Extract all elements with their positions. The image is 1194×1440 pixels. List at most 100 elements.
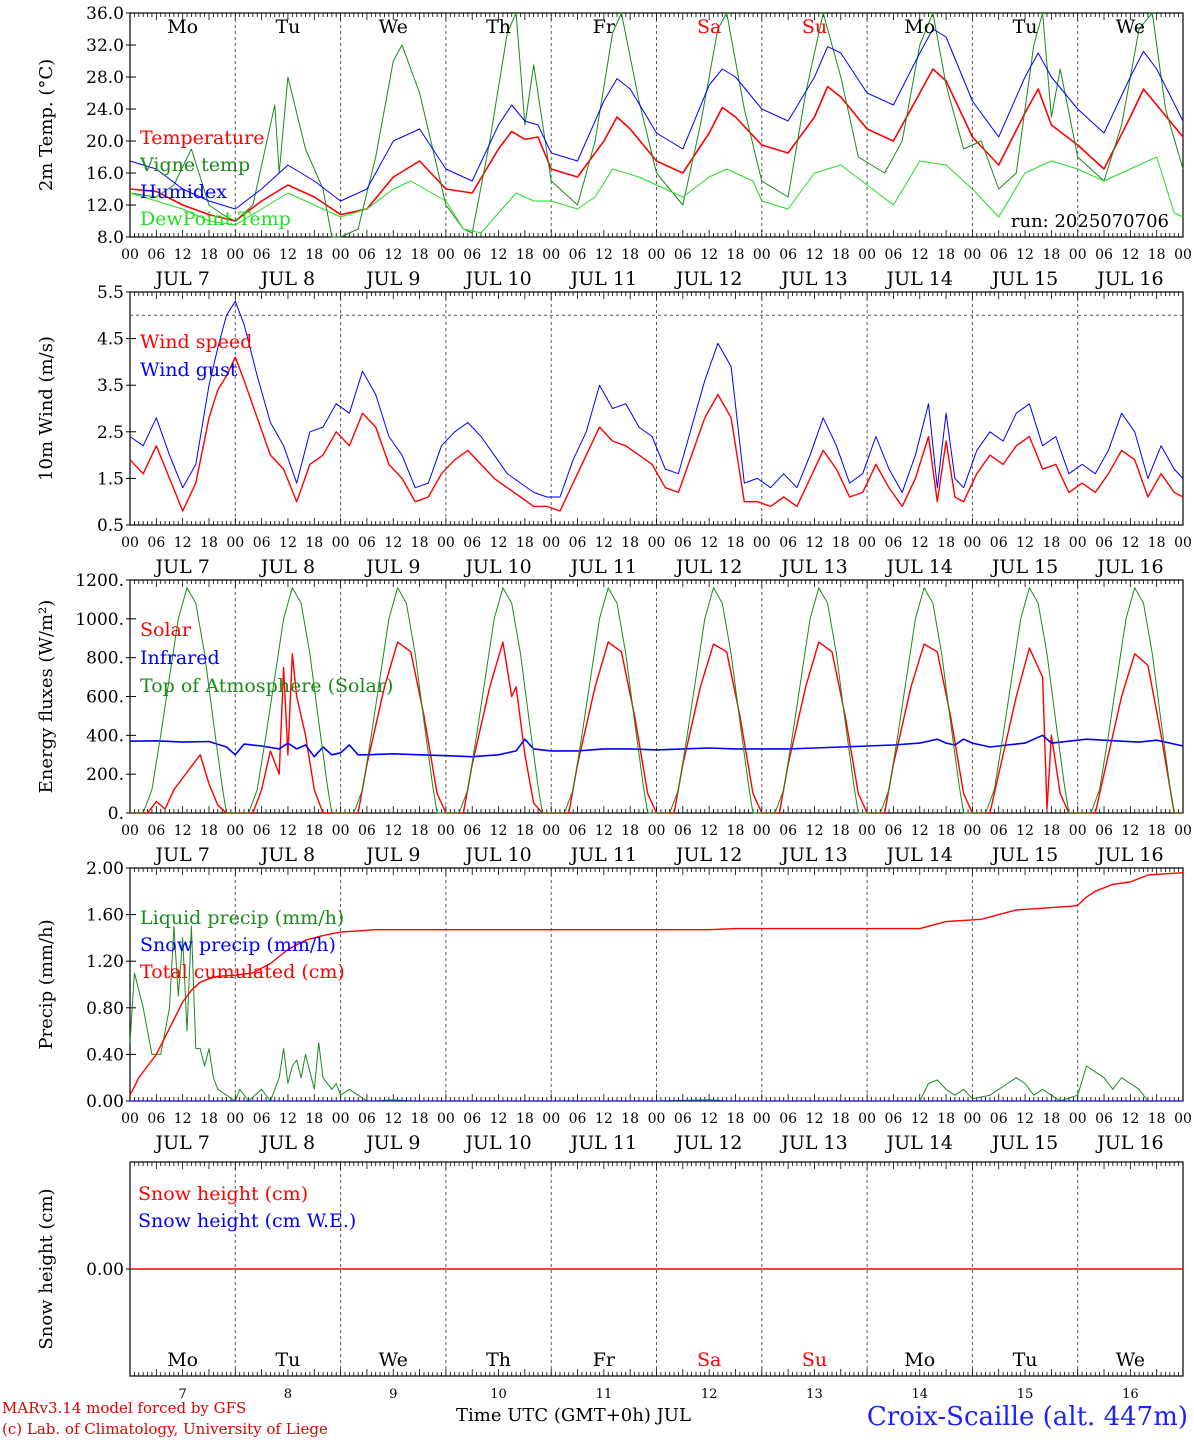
hour-tick-label: 18 — [305, 1111, 323, 1127]
hour-tick-label: 18 — [1148, 823, 1166, 839]
hour-tick-label: 06 — [463, 247, 481, 263]
hour-tick-label: 18 — [621, 247, 639, 263]
hour-tick-label: 06 — [569, 535, 587, 551]
day-name: Tu — [275, 1349, 300, 1371]
hour-tick-label: 00 — [121, 823, 139, 839]
hour-tick-label: 00 — [226, 247, 244, 263]
hour-tick-label: 06 — [358, 1111, 376, 1127]
day-number: 11 — [596, 1387, 613, 1402]
hour-tick-label: 00 — [437, 1111, 455, 1127]
day-name: Sa — [697, 1349, 721, 1371]
hour-tick-label: 00 — [437, 535, 455, 551]
series-solar — [130, 641, 1183, 814]
hour-tick-label: 06 — [358, 247, 376, 263]
y-tick-label: 200. — [86, 765, 124, 785]
series-humidex — [129, 28, 1184, 210]
date-label: JUL 14 — [885, 1132, 953, 1154]
date-label: JUL 8 — [259, 268, 315, 290]
hour-tick-label: 18 — [200, 247, 218, 263]
hour-tick-label: 18 — [411, 1111, 429, 1127]
date-label: JUL 14 — [885, 556, 953, 578]
panel-4: 0.00 0.40 0.80 1.20 1.60 2.00 Precip (mm/h) Liq… — [36, 859, 1192, 1154]
hour-tick-label: 06 — [147, 247, 165, 263]
run-label: run: 2025070706 — [1011, 211, 1169, 232]
date-label: JUL 15 — [990, 844, 1058, 866]
hour-tick-label: 18 — [305, 823, 323, 839]
y-tick-label: 16.0 — [86, 164, 124, 184]
hour-tick-label: 12 — [490, 535, 508, 551]
date-label: JUL 12 — [674, 556, 742, 578]
date-label: JUL 16 — [1095, 1132, 1163, 1154]
y-tick-label: 3.5 — [97, 376, 124, 396]
hour-tick-label: 06 — [358, 535, 376, 551]
hour-tick-label: 12 — [384, 823, 402, 839]
hour-tick-label: 18 — [1148, 247, 1166, 263]
hour-tick-label: 06 — [885, 247, 903, 263]
y-tick-label: 12.0 — [86, 196, 124, 216]
hour-tick-label: 00 — [542, 535, 560, 551]
date-label: JUL 15 — [990, 1132, 1058, 1154]
day-name: We — [379, 1349, 408, 1371]
hour-tick-label: 18 — [832, 823, 850, 839]
hour-tick-label: 00 — [332, 535, 350, 551]
hour-tick-label: 18 — [1042, 1111, 1060, 1127]
hour-tick-label: 00 — [648, 247, 666, 263]
day-name: We — [1116, 16, 1145, 38]
y-tick-label: 8.0 — [97, 228, 124, 248]
hour-tick-label: 00 — [226, 535, 244, 551]
hour-tick-label: 00 — [1174, 535, 1192, 551]
hour-tick-label: 18 — [411, 247, 429, 263]
hour-tick-label: 06 — [779, 823, 797, 839]
date-label: JUL 13 — [779, 1132, 847, 1154]
hour-tick-label: 18 — [621, 823, 639, 839]
day-name: Th — [486, 1349, 511, 1371]
model-credit: MARv3.14 model forced by GFS — [2, 1399, 247, 1417]
hour-tick-label: 00 — [858, 823, 876, 839]
hour-tick-label: 18 — [937, 823, 955, 839]
date-label: JUL 15 — [990, 556, 1058, 578]
hour-tick-label: 06 — [569, 247, 587, 263]
hour-tick-label: 06 — [253, 247, 271, 263]
day-name: Su — [802, 16, 827, 38]
hour-tick-label: 12 — [911, 247, 929, 263]
hour-tick-label: 18 — [1042, 823, 1060, 839]
hour-tick-label: 12 — [1016, 1111, 1034, 1127]
day-name: Mo — [167, 1349, 198, 1371]
y-axis-label: 10m Wind (m/s) — [36, 336, 57, 481]
day-name: We — [1116, 1349, 1145, 1371]
day-number: 10 — [490, 1387, 507, 1402]
station-name: Croix-Scaille (alt. 447m) — [866, 1402, 1188, 1432]
y-tick-label: 32.0 — [86, 36, 124, 56]
hour-tick-label: 00 — [858, 247, 876, 263]
date-label: JUL 12 — [674, 844, 742, 866]
hour-tick-label: 18 — [727, 1111, 745, 1127]
hour-tick-label: 06 — [253, 823, 271, 839]
day-name: Fr — [593, 1349, 616, 1371]
legend-entry: Total cumulated (cm) — [140, 961, 345, 983]
hour-tick-label: 00 — [963, 535, 981, 551]
hour-tick-label: 18 — [200, 1111, 218, 1127]
hour-tick-label: 18 — [937, 535, 955, 551]
hour-tick-label: 12 — [595, 247, 613, 263]
day-number: 15 — [1017, 1387, 1034, 1402]
hour-tick-label: 06 — [1095, 823, 1113, 839]
hour-tick-label: 06 — [990, 1111, 1008, 1127]
hour-tick-label: 18 — [937, 1111, 955, 1127]
date-label: JUL 7 — [153, 1132, 209, 1154]
y-tick-label: 400. — [86, 726, 124, 746]
date-label: JUL 16 — [1095, 268, 1163, 290]
day-name: Th — [486, 16, 511, 38]
hour-tick-label: 00 — [226, 1111, 244, 1127]
hour-tick-label: 12 — [595, 1111, 613, 1127]
hour-tick-label: 06 — [1095, 247, 1113, 263]
hour-tick-label: 06 — [674, 1111, 692, 1127]
hour-tick-label: 18 — [727, 247, 745, 263]
hour-tick-label: 12 — [911, 823, 929, 839]
day-name: Mo — [904, 1349, 935, 1371]
hour-tick-label: 06 — [463, 535, 481, 551]
date-label: JUL 12 — [674, 1132, 742, 1154]
hour-tick-label: 06 — [885, 823, 903, 839]
hour-tick-label: 00 — [648, 535, 666, 551]
day-number: 8 — [284, 1387, 292, 1402]
legend-entry: Wind speed — [140, 331, 252, 353]
